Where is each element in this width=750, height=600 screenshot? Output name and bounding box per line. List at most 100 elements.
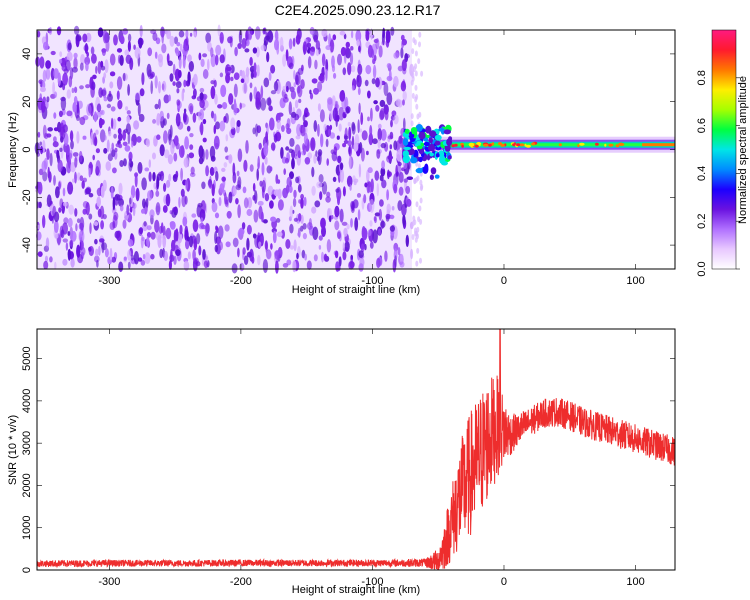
noise-blob (74, 208, 78, 217)
noise-blob (127, 249, 132, 261)
noise-blob (230, 117, 236, 130)
noise-blob (109, 71, 116, 77)
noise-blob (100, 109, 105, 116)
noise-blob (282, 85, 287, 93)
noise-blob (397, 200, 403, 212)
noise-blob (342, 143, 347, 148)
carrier-turbulence-blob (416, 145, 423, 150)
noise-blob (361, 130, 368, 141)
noise-blob (150, 80, 153, 95)
spectrogram-y-tick-label: 0 (21, 146, 33, 152)
noise-blob (367, 44, 373, 58)
noise-blob (79, 62, 84, 71)
noise-blob (293, 239, 297, 252)
noise-blob (199, 124, 203, 133)
noise-blob (62, 83, 66, 91)
noise-blob (165, 227, 172, 240)
noise-blob (188, 60, 194, 72)
noise-blob (161, 30, 164, 44)
noise-blob (82, 135, 87, 140)
snr-y-ticks: 0 1000 2000 3000 4000 5000 (21, 346, 675, 573)
noise-blob (223, 162, 228, 168)
noise-blob (230, 76, 234, 82)
noise-blob (390, 214, 395, 220)
noise-blob (390, 26, 395, 36)
noise-blob (272, 230, 277, 244)
noise-blob (329, 124, 333, 131)
noise-blob (358, 142, 363, 154)
noise-blob (147, 190, 153, 201)
noise-blob (193, 31, 197, 38)
noise-fringe-dot (410, 79, 414, 86)
noise-blob (357, 119, 360, 134)
noise-blob (177, 69, 182, 79)
noise-blob (293, 70, 296, 80)
noise-blob (137, 102, 141, 117)
noise-blob (107, 93, 113, 102)
noise-blob (327, 98, 333, 112)
noise-blob (213, 135, 220, 150)
noise-blob (161, 43, 167, 54)
noise-blob (154, 219, 160, 233)
noise-blob (390, 119, 393, 128)
noise-blob (270, 216, 277, 222)
noise-blob (126, 204, 130, 216)
noise-blob (232, 237, 239, 248)
noise-fringe-dot (419, 218, 423, 225)
noise-blob (152, 32, 158, 41)
noise-blob (350, 46, 354, 51)
noise-blob (343, 227, 348, 237)
noise-blob (166, 179, 171, 188)
noise-blob (90, 132, 94, 146)
noise-blob (250, 72, 254, 79)
carrier-core (435, 143, 675, 147)
noise-blob (347, 122, 351, 127)
noise-blob (96, 111, 102, 118)
carrier-turbulence-blob (410, 127, 418, 134)
noise-blob (244, 48, 250, 53)
noise-fringe-dot (415, 260, 419, 267)
spectrogram-x-tick-label: 100 (626, 275, 644, 287)
noise-blob (338, 123, 342, 132)
noise-blob (54, 233, 59, 239)
noise-blob (237, 148, 243, 162)
noise-blob (376, 149, 381, 159)
noise-blob (127, 261, 131, 269)
noise-blob (342, 186, 346, 197)
noise-blob (387, 169, 390, 180)
noise-blob (238, 227, 245, 236)
noise-fringe-dot (417, 58, 421, 65)
noise-blob (189, 144, 194, 150)
noise-blob (199, 109, 205, 121)
noise-blob (72, 152, 79, 157)
noise-fringe-dot (415, 201, 419, 208)
noise-blob (225, 134, 229, 142)
carrier-peak-blob (604, 143, 607, 147)
noise-blob (367, 116, 370, 122)
noise-blob (68, 204, 74, 215)
noise-blob (273, 81, 279, 92)
noise-blob (300, 193, 304, 200)
noise-blob (214, 54, 219, 66)
noise-blob (379, 108, 385, 120)
noise-blob (129, 206, 133, 213)
noise-blob (182, 55, 186, 69)
noise-blob (185, 179, 188, 191)
noise-blob (163, 94, 170, 104)
noise-blob (91, 53, 97, 64)
noise-blob (346, 175, 353, 187)
noise-blob (175, 142, 180, 150)
carrier-turbulence-blob (410, 134, 415, 138)
noise-blob (335, 261, 340, 272)
spectrogram-panel: -300 -200 -100 0 100 40 20 0 -20 -40 Height of s… (7, 24, 676, 296)
noise-blob (154, 103, 159, 110)
noise-blob (400, 47, 404, 59)
noise-blob (39, 141, 42, 146)
noise-blob (186, 236, 190, 242)
noise-blob (261, 162, 265, 176)
noise-blob (70, 140, 74, 150)
noise-blob (369, 241, 374, 249)
noise-blob (163, 250, 168, 262)
noise-blob (96, 103, 102, 113)
noise-blob (225, 241, 231, 248)
